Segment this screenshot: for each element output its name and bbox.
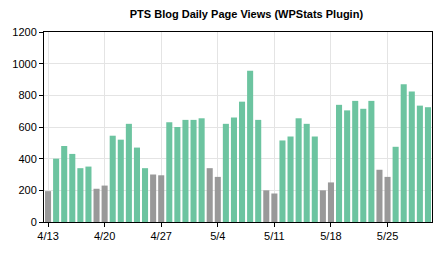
svg-text:4/27: 4/27 bbox=[150, 230, 171, 242]
svg-text:5/18: 5/18 bbox=[320, 230, 341, 242]
svg-text:600: 600 bbox=[18, 121, 36, 133]
svg-text:400: 400 bbox=[18, 153, 36, 165]
svg-text:5/11: 5/11 bbox=[264, 230, 285, 242]
svg-text:4/13: 4/13 bbox=[37, 230, 58, 242]
svg-text:4/20: 4/20 bbox=[94, 230, 115, 242]
svg-text:0: 0 bbox=[31, 216, 37, 228]
svg-text:PTS Blog Daily Page Views (WPS: PTS Blog Daily Page Views (WPStats Plugi… bbox=[130, 8, 364, 20]
svg-text:800: 800 bbox=[18, 89, 36, 101]
svg-text:5/25: 5/25 bbox=[377, 230, 398, 242]
svg-text:1200: 1200 bbox=[12, 26, 36, 38]
svg-text:1000: 1000 bbox=[12, 58, 36, 70]
svg-text:200: 200 bbox=[18, 184, 36, 196]
svg-text:5/4: 5/4 bbox=[210, 230, 225, 242]
